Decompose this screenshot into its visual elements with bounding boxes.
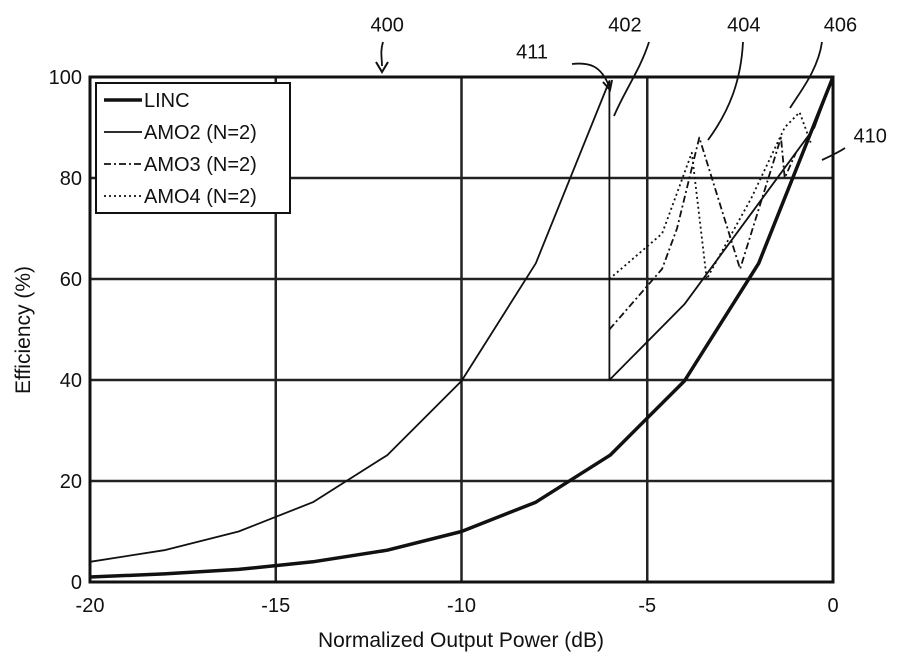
y-tick-label: 80: [60, 168, 82, 190]
leader-arrowhead-411: [602, 79, 613, 93]
x-tick-label: -5: [638, 595, 656, 617]
ref-label-404: 404: [727, 15, 760, 37]
leader-line-2: [707, 41, 744, 141]
leader-line-0: [380, 41, 384, 67]
legend-label-amo3: AMO3 (N=2): [144, 154, 257, 176]
ref-label-400: 400: [371, 15, 404, 37]
y-axis-title: Efficiency (%): [12, 266, 35, 394]
leader-line-3: [789, 41, 823, 109]
leader-line-1: [613, 41, 650, 117]
y-tick-label: 20: [60, 471, 82, 493]
series-line-3: [608, 111, 812, 280]
x-tick-label: -20: [76, 595, 105, 617]
leader-line-5: [571, 62, 610, 87]
leader-line-4: [821, 147, 846, 161]
series-layer: [89, 76, 835, 579]
ref-label-402: 402: [608, 15, 641, 37]
legend-label-amo4: AMO4 (N=2): [144, 186, 257, 208]
y-tick-label: 100: [49, 67, 82, 89]
legend-box: [95, 82, 291, 214]
series-line-1: [89, 76, 834, 563]
x-axis-title: Normalized Output Power (dB): [318, 629, 604, 652]
y-tick-label: 60: [60, 269, 82, 291]
tick-labels: -20 -15 -10 -5 0 0 20 40 60 80 100: [49, 67, 839, 617]
ref-label-410: 410: [853, 126, 886, 148]
ref-label-411: 411: [516, 41, 548, 63]
x-tick-label: -15: [261, 595, 290, 617]
y-tick-label: 40: [60, 370, 82, 392]
leader-arrowhead-400: [375, 61, 389, 74]
y-tick-label: 0: [71, 572, 82, 594]
reference-annotations: 400 402 404 406 411 410: [371, 15, 887, 161]
legend-label-amo2: AMO2 (N=2): [144, 122, 257, 144]
plot-frame: [88, 75, 835, 584]
x-tick-label: 0: [827, 595, 838, 617]
legend-label-linc: LINC: [144, 90, 190, 112]
legend: LINC AMO2 (N=2) AMO3 (N=2) AMO4 (N=2): [95, 82, 291, 214]
x-tick-label: -10: [447, 595, 476, 617]
series-line-0: [89, 76, 835, 579]
ref-label-406: 406: [824, 15, 857, 37]
series-line-2: [608, 136, 797, 331]
